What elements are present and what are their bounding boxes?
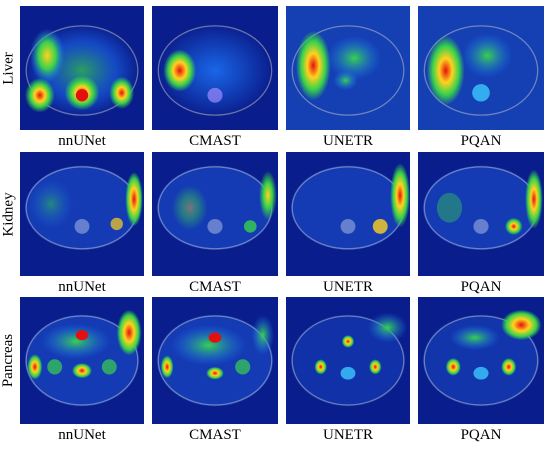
- heatmap-image-liver-nnunet: [20, 6, 144, 130]
- method-caption: nnUNet: [58, 427, 106, 443]
- pancreas-unetr-heatmap: [286, 297, 410, 424]
- method-caption: UNETR: [323, 133, 373, 149]
- heatmap-image-pancreas-nnunet: [20, 297, 144, 424]
- method-caption: PQAN: [460, 427, 502, 443]
- heatmap-image-kidney-pqan: [418, 152, 544, 276]
- method-caption: UNETR: [323, 279, 373, 295]
- heatmap-image-pancreas-cmast: [152, 297, 278, 424]
- liver-pqan-heatmap: [418, 6, 544, 130]
- heatmap-image-pancreas-pqan: [418, 297, 544, 424]
- method-caption: CMAST: [189, 133, 241, 149]
- row-label-kidney: Kidney: [0, 152, 18, 276]
- heatmap-image-liver-cmast: [152, 6, 278, 130]
- pancreas-nnunet-heatmap: [20, 297, 144, 424]
- method-caption: CMAST: [189, 279, 241, 295]
- heatmap-image-liver-unetr: [286, 6, 410, 130]
- kidney-pqan-heatmap: [418, 152, 544, 276]
- method-caption: UNETR: [323, 427, 373, 443]
- row-label-text: Liver: [0, 51, 17, 85]
- heatmap-image-kidney-unetr: [286, 152, 410, 276]
- pancreas-cmast-heatmap: [152, 297, 278, 424]
- heatmap-image-kidney-cmast: [152, 152, 278, 276]
- liver-nnunet-heatmap: [20, 6, 144, 130]
- heatmap-image-pancreas-unetr: [286, 297, 410, 424]
- liver-unetr-heatmap: [286, 6, 410, 130]
- method-caption: nnUNet: [58, 133, 106, 149]
- row-label-liver: Liver: [0, 6, 18, 130]
- pancreas-pqan-heatmap: [418, 297, 544, 424]
- row-label-pancreas: Pancreas: [0, 297, 18, 424]
- method-caption: PQAN: [460, 133, 502, 149]
- method-caption: CMAST: [189, 427, 241, 443]
- liver-cmast-heatmap: [152, 6, 278, 130]
- method-caption: PQAN: [460, 279, 502, 295]
- kidney-unetr-heatmap: [286, 152, 410, 276]
- row-label-text: Kidney: [0, 191, 17, 237]
- row-label-text: Pancreas: [0, 333, 17, 388]
- heatmap-image-kidney-nnunet: [20, 152, 144, 276]
- kidney-cmast-heatmap: [152, 152, 278, 276]
- heatmap-image-liver-pqan: [418, 6, 544, 130]
- kidney-nnunet-heatmap: [20, 152, 144, 276]
- method-caption: nnUNet: [58, 279, 106, 295]
